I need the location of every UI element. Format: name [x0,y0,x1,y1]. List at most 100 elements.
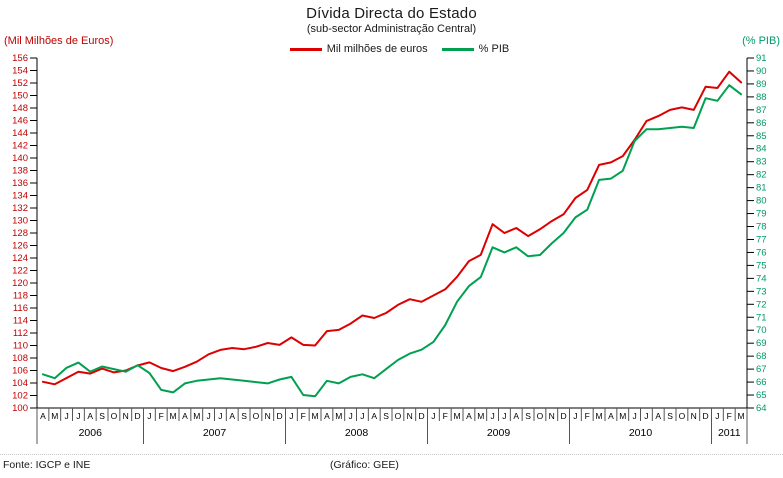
svg-text:S: S [383,411,389,421]
footer-credit: (Gráfico: GEE) [330,459,399,471]
svg-text:J: J [715,411,719,421]
svg-text:88: 88 [756,92,767,103]
svg-text:J: J [206,411,210,421]
svg-text:114: 114 [13,316,28,327]
page-title: Dívida Directa do Estado [306,5,477,22]
svg-text:A: A [182,411,188,421]
legend-label-euros: Mil milhões de euros [326,43,428,55]
svg-text:124: 124 [12,253,28,264]
svg-text:2007: 2007 [203,427,227,439]
legend: Mil milhões de euros % PIB [8,43,783,55]
svg-text:D: D [419,411,425,421]
legend-swatch-pib [441,47,474,51]
svg-text:A: A [324,411,330,421]
svg-text:D: D [561,411,567,421]
svg-text:2010: 2010 [629,427,653,439]
svg-text:87: 87 [756,105,767,116]
svg-text:N: N [691,411,697,421]
svg-text:S: S [525,411,531,421]
svg-text:J: J [490,411,494,421]
svg-text:138: 138 [12,166,28,177]
svg-text:100: 100 [12,403,28,414]
svg-text:S: S [241,411,247,421]
svg-text:148: 148 [12,103,28,114]
svg-text:J: J [348,411,352,421]
legend-swatch-euros [289,47,322,51]
svg-text:M: M [51,411,58,421]
svg-text:2011: 2011 [718,427,741,439]
svg-text:M: M [193,411,200,421]
svg-text:156: 156 [12,53,28,64]
svg-text:90: 90 [756,66,767,77]
svg-text:2009: 2009 [487,427,511,439]
svg-text:126: 126 [12,241,28,252]
svg-text:J: J [289,411,293,421]
svg-text:J: J [76,411,80,421]
svg-text:O: O [395,411,402,421]
svg-text:146: 146 [12,116,28,127]
svg-text:M: M [312,411,319,421]
svg-text:M: M [596,411,603,421]
axes [30,58,754,409]
svg-text:68: 68 [756,351,767,362]
series-line-pib [41,84,743,398]
page-subtitle: (sub-sector Administração Central) [306,23,477,35]
svg-text:72: 72 [756,299,767,310]
svg-text:134: 134 [12,191,28,202]
svg-text:O: O [253,411,260,421]
svg-text:S: S [99,411,105,421]
svg-text:F: F [159,411,164,421]
x-axis-separators [36,408,748,444]
legend-item-euros: Mil milhões de euros [289,43,428,55]
svg-text:136: 136 [12,178,28,189]
svg-text:152: 152 [12,78,28,89]
svg-text:F: F [301,411,306,421]
svg-text:N: N [123,411,129,421]
svg-text:80: 80 [756,196,767,207]
svg-text:122: 122 [12,266,28,277]
svg-text:J: J [644,411,648,421]
svg-text:78: 78 [756,222,767,233]
svg-text:69: 69 [756,338,767,349]
svg-text:J: J [431,411,435,421]
svg-text:118: 118 [13,291,28,302]
svg-text:N: N [265,411,271,421]
svg-text:J: J [573,411,577,421]
svg-text:D: D [135,411,141,421]
svg-text:142: 142 [12,141,28,152]
legend-item-pib: % PIB [441,43,509,55]
svg-text:120: 120 [12,278,28,289]
svg-text:J: J [632,411,636,421]
svg-text:116: 116 [13,303,28,314]
svg-text:J: J [218,411,222,421]
svg-text:77: 77 [756,234,767,245]
svg-text:104: 104 [12,378,28,389]
svg-text:O: O [679,411,686,421]
x-axis-year-labels: 2006 2007 2008 2009 2010 2011 [79,427,741,439]
svg-text:J: J [502,411,506,421]
svg-text:65: 65 [756,390,767,401]
svg-text:140: 140 [12,153,28,164]
svg-text:M: M [477,411,484,421]
svg-text:91: 91 [756,53,767,64]
svg-text:D: D [703,411,709,421]
svg-text:A: A [40,411,46,421]
svg-text:67: 67 [756,364,767,375]
svg-text:70: 70 [756,325,767,336]
svg-text:75: 75 [756,260,767,271]
svg-text:J: J [147,411,151,421]
svg-text:F: F [727,411,732,421]
svg-text:A: A [87,411,93,421]
svg-text:154: 154 [12,66,28,77]
svg-text:83: 83 [756,157,767,168]
svg-text:M: M [454,411,461,421]
svg-text:76: 76 [756,247,767,258]
svg-text:84: 84 [756,144,767,155]
svg-text:130: 130 [12,216,28,227]
svg-text:106: 106 [12,366,28,377]
svg-text:110: 110 [13,341,28,352]
svg-text:O: O [111,411,118,421]
